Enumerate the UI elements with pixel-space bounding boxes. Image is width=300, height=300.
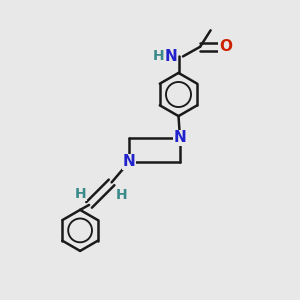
Text: H: H bbox=[74, 187, 86, 200]
Text: N: N bbox=[165, 49, 177, 64]
Text: H: H bbox=[153, 50, 164, 63]
Text: H: H bbox=[116, 188, 127, 202]
Text: N: N bbox=[174, 130, 186, 146]
Text: O: O bbox=[219, 39, 232, 54]
Text: N: N bbox=[123, 154, 135, 169]
